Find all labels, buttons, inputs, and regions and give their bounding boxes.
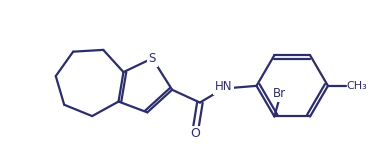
Text: HN: HN: [215, 80, 232, 93]
Text: Br: Br: [273, 87, 286, 100]
Text: O: O: [190, 127, 200, 140]
Text: S: S: [149, 52, 156, 65]
Text: CH₃: CH₃: [347, 81, 368, 91]
